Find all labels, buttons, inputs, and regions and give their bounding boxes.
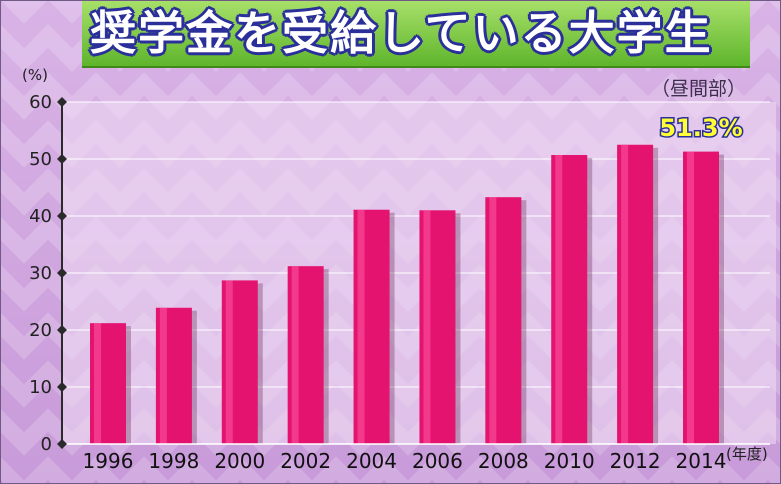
chart-title: 奨学金を受給している大学生: [90, 6, 713, 60]
bar-gloss: [621, 144, 629, 444]
highlight-annotation: 51.3%: [658, 113, 744, 144]
y-tick-marker: [57, 211, 67, 221]
x-unit-label: (年度): [726, 445, 768, 463]
bar-gloss: [687, 151, 694, 444]
bar-gloss: [423, 210, 431, 444]
bar-gloss: [489, 197, 497, 444]
y-tick-marker: [57, 325, 67, 335]
x-tick-label-2010: 2010: [544, 449, 595, 473]
y-tick-marker: [57, 97, 67, 107]
y-tick-labels: 0 10 20 30 40 50 60: [29, 92, 67, 455]
x-tick-labels: 1996 1998 2000 2002 2004 2006 2008 2010 2012 2014: [83, 449, 727, 473]
y-tick-marker: [57, 154, 67, 164]
y-tick-marker: [57, 268, 67, 278]
x-tick-label-2012: 2012: [610, 449, 661, 473]
y-tick-label: 50: [29, 149, 52, 170]
highlight-value-label: 51.3%: [659, 114, 742, 142]
x-tick-label-2014: 2014: [676, 449, 727, 473]
y-tick-label: 0: [41, 434, 52, 455]
y-tick-marker: [57, 382, 67, 392]
x-tick-label-2000: 2000: [214, 449, 265, 473]
x-tick-label-2002: 2002: [280, 449, 331, 473]
bar-gloss: [357, 209, 365, 444]
bar-gloss: [159, 307, 167, 444]
bar-gloss: [94, 323, 101, 444]
bar-gloss: [555, 155, 563, 444]
y-tick-label: 60: [29, 92, 52, 113]
x-tick-label-1996: 1996: [83, 449, 134, 473]
x-tick-label-2004: 2004: [346, 449, 397, 473]
x-tick-label-1998: 1998: [148, 449, 199, 473]
x-tick-label-2008: 2008: [478, 449, 529, 473]
y-tick-label: 30: [29, 263, 52, 284]
x-tick-label-2006: 2006: [412, 449, 463, 473]
bar-gloss: [225, 280, 233, 444]
y-tick-label: 10: [29, 377, 52, 398]
chart-subtitle: （昼間部）: [651, 78, 747, 100]
bar-gloss: [291, 266, 299, 444]
y-unit-label: (%): [22, 66, 48, 84]
y-tick-marker: [57, 439, 67, 449]
bars: [90, 144, 724, 444]
title-banner: [82, 0, 750, 68]
y-tick-label: 20: [29, 320, 52, 341]
y-tick-label: 40: [29, 206, 52, 227]
